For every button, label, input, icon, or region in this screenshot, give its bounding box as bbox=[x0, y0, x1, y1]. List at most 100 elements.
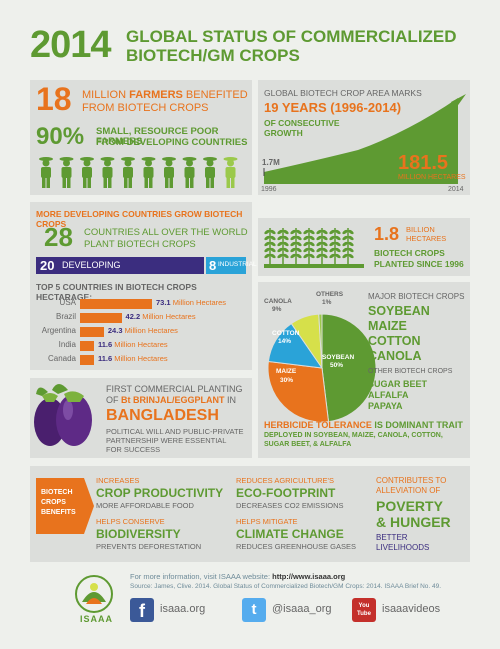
brinjal-line2-suffix: IN bbox=[224, 395, 237, 405]
area-chart bbox=[263, 94, 466, 184]
brinjal-desc1: POLITICAL WILL AND PUBLIC-PRIVATE bbox=[106, 427, 244, 436]
youtube-link[interactable]: You Tube isaaavideos bbox=[352, 598, 462, 622]
crop-stalk-icon bbox=[316, 228, 328, 264]
planted-line1: BIOTECH CROPS bbox=[374, 248, 445, 258]
planted-unit2: HECTARES bbox=[406, 234, 447, 243]
eggplant-icon bbox=[34, 384, 92, 446]
facebook-link[interactable]: f isaaa.org bbox=[130, 598, 220, 622]
farmer-figure-icon bbox=[100, 157, 115, 188]
benefit-3-sub: PREVENTS DEFORESTATION bbox=[96, 542, 202, 551]
benefits-tag-arrow-icon bbox=[84, 478, 94, 534]
pie-soybean-pct: 50% bbox=[330, 362, 344, 369]
countries-heading: MORE DEVELOPING COUNTRIES GROW BIOTECH C… bbox=[36, 209, 243, 229]
brinjal-country: BANGLADESH bbox=[106, 407, 219, 424]
benefit-4-big: CLIMATE CHANGE bbox=[236, 527, 344, 541]
pie-panel: CANOLA 9% OTHERS 1% COTTON 14% MAIZE 30%… bbox=[258, 282, 470, 458]
farmer-figure-icon bbox=[121, 157, 135, 188]
pie-soybean-label: SOYBEAN bbox=[322, 354, 355, 361]
header-title-line2: BIOTECH/GM CROPS bbox=[126, 46, 300, 65]
poverty-big2: & HUNGER bbox=[376, 514, 451, 530]
countries-line2: PLANT BIOTECH CROPS bbox=[84, 239, 196, 250]
crop-stalk-icon bbox=[264, 228, 276, 264]
isaaa-logo[interactable] bbox=[74, 574, 114, 614]
farmer-figure-icon bbox=[59, 157, 74, 188]
benefit-1-small: INCREASES bbox=[96, 476, 140, 485]
area-start-label: 1.7M bbox=[262, 158, 280, 167]
pie-slice-soybean bbox=[321, 313, 377, 423]
planted-value: 1.8 bbox=[374, 224, 400, 244]
facebook-icon: f bbox=[130, 598, 154, 622]
farmers-panel: 18 MILLION FARMERS BENEFITED FROM BIOTEC… bbox=[30, 80, 252, 195]
country-name: Brazil bbox=[55, 312, 76, 321]
benefit-1-sub: MORE AFFORDABLE FOOD bbox=[96, 501, 194, 510]
planted-panel: 1.8 BILLION HECTARES BIOTECH CROPS PLANT… bbox=[258, 218, 470, 276]
country-row: Argentina 24.3 Million Hectares bbox=[30, 326, 252, 339]
country-name: Argentina bbox=[41, 326, 76, 335]
farmers-line1-prefix: MILLION bbox=[82, 89, 130, 101]
poverty-small2: ALLEVIATION OF bbox=[376, 486, 441, 495]
country-bar bbox=[80, 327, 104, 337]
crop-pie-chart bbox=[267, 313, 377, 423]
field-ground bbox=[264, 264, 364, 268]
isaaa-logo-text: ISAAA bbox=[80, 614, 114, 624]
poverty-small1: CONTRIBUTES TO bbox=[376, 476, 447, 485]
developing-bar: 20 DEVELOPING bbox=[36, 257, 204, 274]
major-heading: MAJOR BIOTECH CROPS bbox=[368, 292, 465, 301]
youtube-icon: You Tube bbox=[352, 598, 376, 622]
country-name: India bbox=[58, 340, 76, 349]
countries-panel: MORE DEVELOPING COUNTRIES GROW BIOTECH C… bbox=[30, 202, 257, 370]
countries-big-number: 28 bbox=[44, 222, 73, 252]
footer-info-prefix: For more information, visit ISAAA websit… bbox=[130, 572, 273, 581]
youtube-label: isaaavideos bbox=[382, 603, 441, 615]
farmers-big-number: 18 bbox=[36, 81, 72, 117]
pie-others-label: OTHERS bbox=[316, 291, 344, 298]
brinjal-line2: OF Bt BRINJAL/EGGPLANT IN bbox=[106, 395, 236, 405]
country-bar bbox=[80, 313, 122, 323]
industrial-number: 8 bbox=[209, 258, 217, 273]
benefit-4-sub: REDUCES GREENHOUSE GASES bbox=[236, 542, 357, 551]
area-end-value: 181.5 bbox=[398, 152, 449, 174]
farmers-pct-line1: SMALL, RESOURCE POOR FARMERS bbox=[96, 126, 219, 147]
header: 2014 GLOBAL STATUS OF COMMERCIALIZED BIO… bbox=[30, 22, 470, 72]
developing-number: 20 bbox=[40, 258, 55, 273]
footer-info-url[interactable]: http://www.isaaa.org bbox=[272, 572, 346, 581]
major-crop-3: COTTON bbox=[368, 334, 421, 348]
planted-line2: PLANTED SINCE 1996 bbox=[374, 259, 464, 269]
other-heading: OTHER BIOTECH CROPS bbox=[368, 368, 453, 375]
farmer-figure-icon bbox=[182, 157, 197, 188]
twitter-link[interactable]: t @isaaa_org bbox=[242, 598, 342, 622]
benefit-3-big: BIODIVERSITY bbox=[96, 527, 181, 541]
pie-maize-pct: 30% bbox=[280, 377, 294, 384]
farmer-figures bbox=[39, 157, 238, 188]
crop-stalk-icon bbox=[290, 228, 302, 264]
country-row: India 11.6 Million Hectares bbox=[30, 340, 252, 353]
poverty-big1: POVERTY bbox=[376, 498, 443, 514]
footer-source: Source: James, Clive. 2014. Global Statu… bbox=[130, 583, 442, 590]
area-panel: GLOBAL BIOTECH CROP AREA MARKS 19 YEARS … bbox=[258, 80, 470, 195]
twitter-label: @isaaa_org bbox=[272, 603, 332, 615]
pie-slice-maize bbox=[267, 360, 330, 423]
trait-line1: DEPLOYED IN SOYBEAN, MAIZE, CANOLA, COTT… bbox=[264, 432, 443, 439]
brinjal-desc3: FOR SUCCESS bbox=[106, 445, 161, 454]
trait-title: HERBICIDE TOLERANCE bbox=[264, 420, 372, 430]
other-crop-1: SUGAR BEET bbox=[368, 379, 428, 389]
country-name: USA bbox=[59, 298, 76, 307]
header-title-line1: GLOBAL STATUS OF COMMERCIALIZED bbox=[126, 27, 457, 46]
benefit-3-small: HELPS CONSERVE bbox=[96, 517, 165, 526]
country-row: Brazil 42.2 Million Hectares bbox=[30, 312, 252, 325]
top5-list: USA 73.1 Million Hectares Brazil 42.2 Milli… bbox=[30, 298, 252, 368]
brinjal-desc2: PARTNERSHIP WERE ESSENTIAL bbox=[106, 436, 227, 445]
pie-maize-label: MAIZE bbox=[276, 368, 297, 375]
pie-slice-others bbox=[318, 313, 323, 369]
area-heading: GLOBAL BIOTECH CROP AREA MARKS bbox=[264, 88, 422, 98]
footer-info: For more information, visit ISAAA websit… bbox=[130, 572, 345, 581]
area-years: 19 YEARS (1996-2014) bbox=[264, 100, 402, 115]
benefits-panel: BIOTECH CROPS BENEFITS INCREASES CROP PR… bbox=[30, 466, 470, 562]
area-x-start: 1996 bbox=[261, 186, 277, 193]
area-fill bbox=[264, 98, 458, 184]
brinjal-line2-bold: Bt BRINJAL/EGGPLANT bbox=[121, 395, 225, 405]
farmers-line2: FROM BIOTECH CROPS bbox=[82, 102, 209, 114]
farmer-figure-icon bbox=[203, 157, 217, 188]
industrial-bar: 8 INDUSTRIAL bbox=[206, 257, 257, 274]
farmer-figure-icon bbox=[39, 157, 53, 188]
